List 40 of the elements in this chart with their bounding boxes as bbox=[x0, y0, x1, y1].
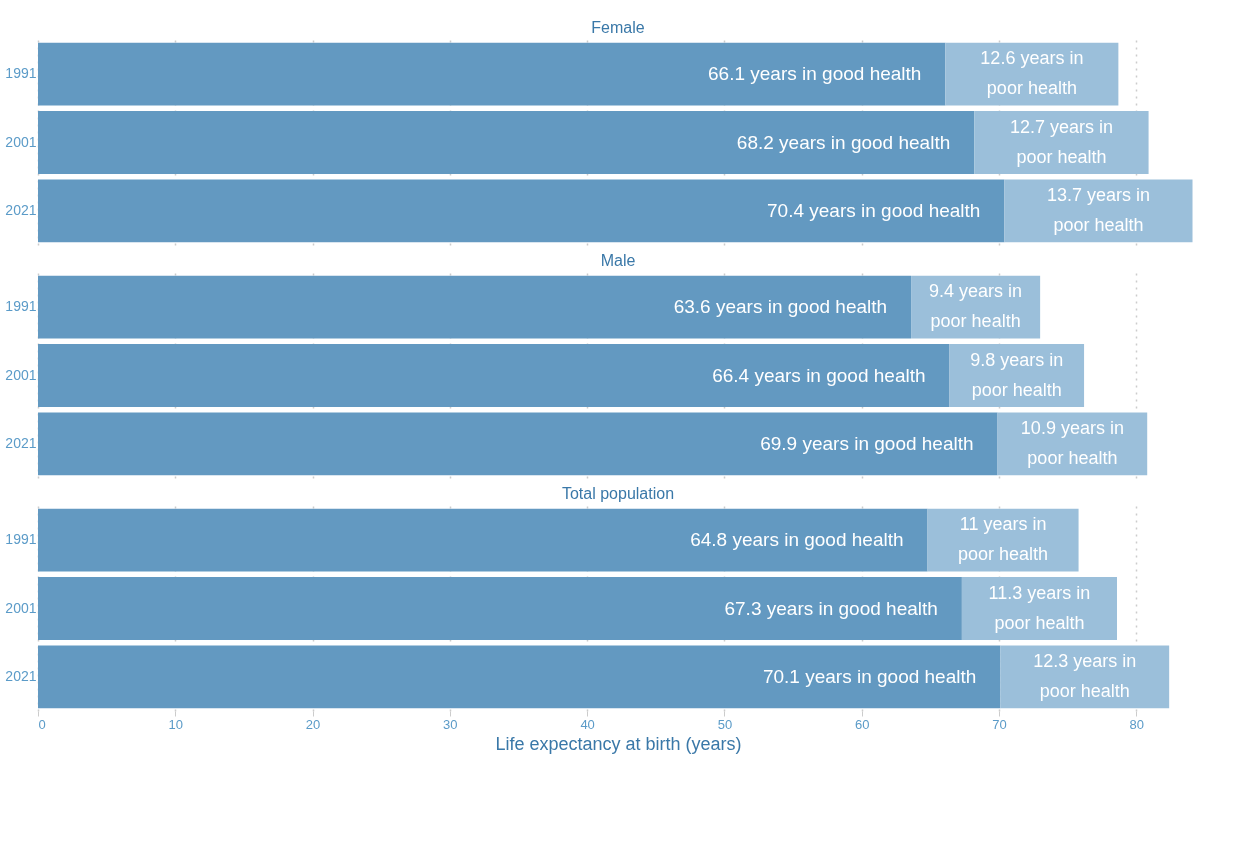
data-label: 12.6 years in poor health bbox=[980, 48, 1084, 99]
x-axis-title: Life expectancy at birth (years) bbox=[495, 733, 742, 754]
y-tick-label: 1991 bbox=[5, 65, 37, 82]
x-tick-label: 0 bbox=[38, 716, 46, 732]
data-label: 11.3 years in poor health bbox=[988, 582, 1091, 633]
x-tick-label: 70 bbox=[992, 716, 1007, 732]
chart-title: Female bbox=[591, 19, 645, 36]
data-label: 12.3 years in poor health bbox=[1033, 650, 1137, 701]
chart-title: Total population bbox=[561, 485, 675, 502]
y-tick-label: 1991 bbox=[5, 531, 37, 548]
x-tick-label: 10 bbox=[168, 716, 184, 732]
data-label: 63.6 years in good health bbox=[673, 296, 888, 318]
data-label: 9.8 years in poor health bbox=[970, 349, 1064, 400]
x-tick-label: 80 bbox=[1129, 716, 1144, 732]
y-tick-label: 2001 bbox=[5, 366, 37, 383]
x-tick-label: 40 bbox=[580, 716, 595, 732]
y-tick-label: 2021 bbox=[5, 667, 37, 684]
data-label: 70.4 years in good health bbox=[767, 199, 981, 221]
data-label: 10.9 years in poor health bbox=[1020, 417, 1124, 468]
data-label: 12.7 years in poor health bbox=[1009, 116, 1113, 167]
data-label: 9.4 years in poor health bbox=[929, 281, 1023, 332]
x-tick-label: 60 bbox=[854, 716, 870, 732]
data-label: 66.4 years in good health bbox=[712, 364, 926, 386]
x-tick-label: 50 bbox=[717, 716, 733, 732]
y-tick-label: 2021 bbox=[5, 201, 37, 218]
x-tick-label: 30 bbox=[443, 716, 458, 732]
y-tick-label: 2001 bbox=[5, 599, 37, 616]
data-label: 64.8 years in good health bbox=[690, 529, 904, 551]
y-tick-label: 2001 bbox=[5, 133, 37, 150]
y-tick-label: 1991 bbox=[5, 298, 37, 315]
x-tick-label: 20 bbox=[305, 716, 321, 732]
data-label: 68.2 years in good health bbox=[736, 131, 951, 153]
data-label: 69.9 years in good health bbox=[760, 432, 974, 454]
data-label: 11 years in poor health bbox=[958, 514, 1049, 565]
data-label: 70.1 years in good health bbox=[762, 665, 977, 687]
data-label: 67.3 years in good health bbox=[724, 597, 938, 619]
data-label: 13.7 years in poor health bbox=[1046, 184, 1150, 235]
y-tick-label: 2021 bbox=[5, 434, 37, 451]
data-label: 66.1 years in good health bbox=[708, 63, 922, 85]
chart-title: Male bbox=[600, 252, 636, 269]
